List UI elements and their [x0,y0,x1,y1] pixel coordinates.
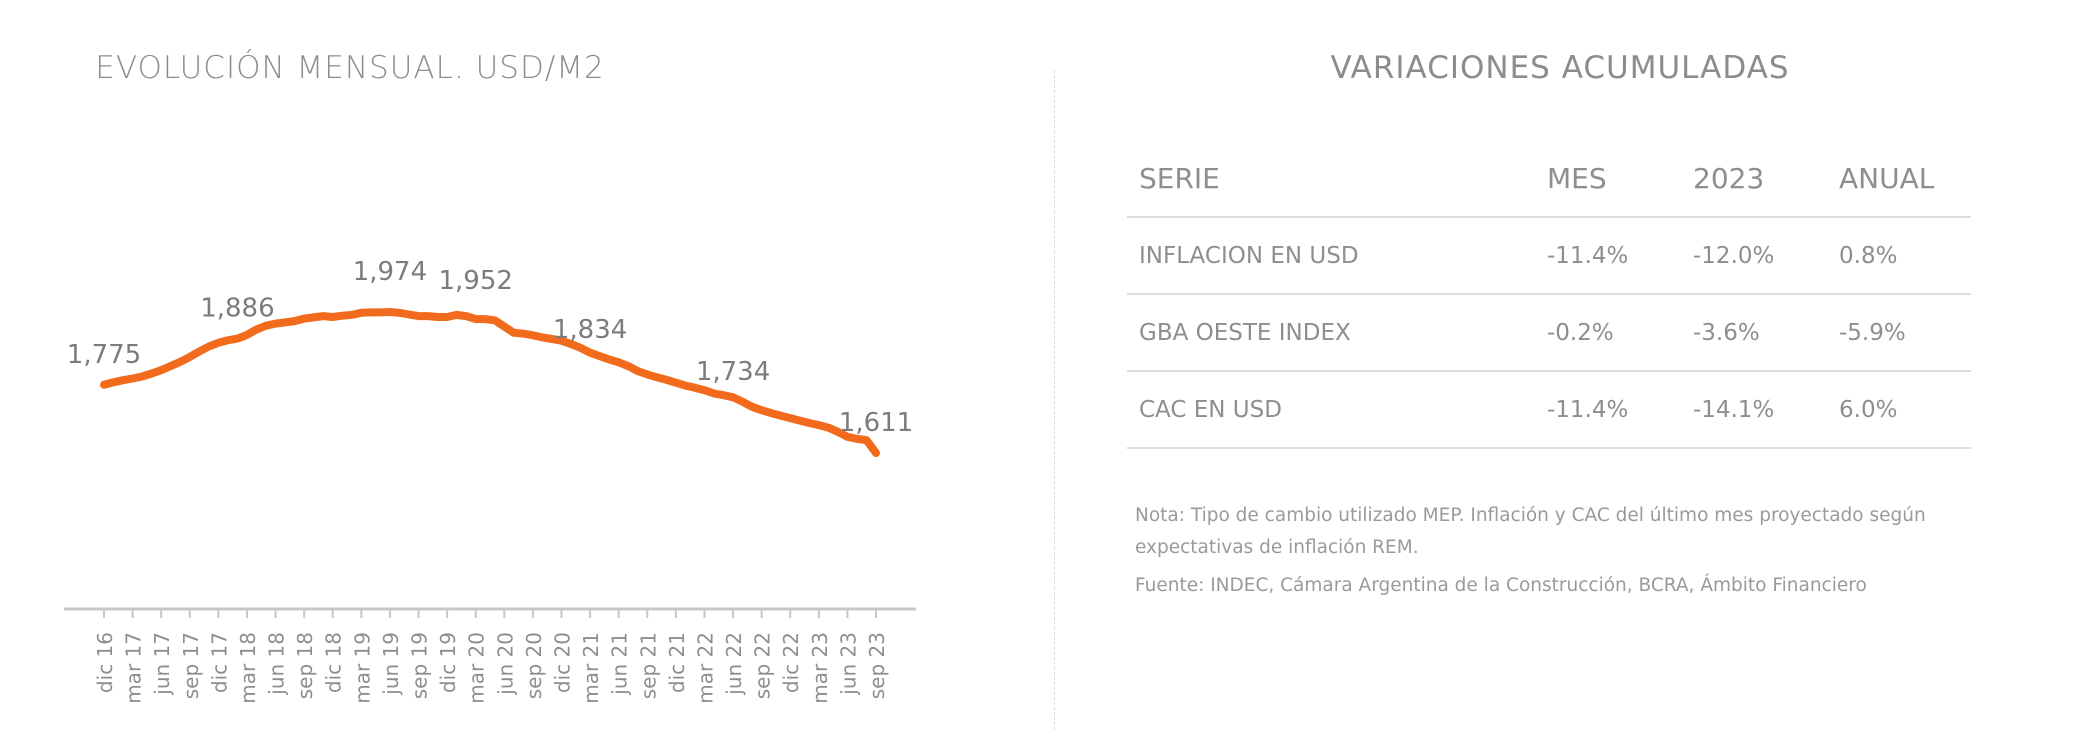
x-tick-label: dic 19 [436,632,460,693]
header-serie: SERIE [1127,140,1535,218]
x-tick-label: dic 20 [550,632,574,693]
x-tick-label: dic 16 [93,632,117,693]
row-mes: -11.4% [1535,217,1681,295]
x-tick-label: sep 23 [865,632,889,699]
chart-title: EVOLUCIÓN MENSUAL. USD/M2 [95,50,605,86]
header-mes: MES [1535,140,1681,218]
x-tick-label: jun 17 [150,632,174,696]
x-tick-label: mar 21 [579,632,603,704]
header-2023: 2023 [1681,140,1827,218]
panel-divider [1054,70,1055,730]
row-2023: -3.6% [1681,294,1827,372]
row-serie: CAC EN USD [1127,371,1535,449]
row-anual: 0.8% [1827,217,1971,295]
x-tick-label: sep 21 [636,632,660,699]
row-anual: 6.0% [1827,371,1971,449]
table-title: VARIACIONES ACUMULADAS [1330,50,1790,86]
header-anual: ANUAL [1827,140,1971,218]
series-line [100,308,880,457]
x-tick-label: sep 17 [179,632,203,699]
x-tick-label: jun 21 [608,632,632,696]
data-label: 1,611 [839,408,913,438]
x-tick-label: sep 20 [522,632,546,699]
table-row: INFLACION EN USD -11.4% -12.0% 0.8% [1127,217,1971,295]
x-tick-label: dic 21 [665,632,689,693]
x-tick-label: dic 18 [322,632,346,693]
variations-table: SERIE MES 2023 ANUAL INFLACION EN USD -1… [1127,140,1971,449]
x-tick-label: sep 22 [751,632,775,699]
x-tick-label: mar 18 [236,632,260,704]
row-mes: -0.2% [1535,294,1681,372]
line-chart: dic 16 mar 17 jun 17 sep 17 dic 17 mar 18 jun … [64,257,916,704]
data-label: 1,886 [200,294,274,324]
x-tick-label: jun 20 [493,632,517,696]
x-tick-label: mar 23 [808,632,832,704]
x-tick-label: mar 19 [350,632,374,704]
table-row: CAC EN USD -11.4% -14.1% 6.0% [1127,371,1971,449]
x-tick-label: sep 19 [408,632,432,699]
row-anual: -5.9% [1827,294,1971,372]
x-tick-label: sep 18 [293,632,317,699]
x-tick-label: mar 22 [693,632,717,704]
x-tick-label: jun 18 [265,632,289,696]
row-2023: -14.1% [1681,371,1827,449]
x-tick-label: dic 17 [207,632,231,693]
data-label: 1,775 [67,340,141,370]
x-tick-label: jun 22 [722,632,746,696]
table-row: GBA OESTE INDEX -0.2% -3.6% -5.9% [1127,294,1971,372]
x-tick-label: jun 19 [379,632,403,696]
row-mes: -11.4% [1535,371,1681,449]
row-serie: GBA OESTE INDEX [1127,294,1535,372]
x-tick-label: jun 23 [836,632,860,696]
note-text: Nota: Tipo de cambio utilizado MEP. Infl… [1135,505,1926,558]
source-text: Fuente: INDEC, Cámara Argentina de la Co… [1135,575,1867,596]
data-label: 1,834 [553,315,627,345]
notes: Nota: Tipo de cambio utilizado MEP. Infl… [1135,500,1995,602]
x-tick-label: dic 22 [779,632,803,693]
x-tick-label: mar 17 [122,632,146,704]
x-tick-label: mar 20 [465,632,489,704]
row-serie: INFLACION EN USD [1127,217,1535,295]
data-label: 1,952 [438,266,512,296]
data-label: 1,974 [353,257,427,287]
row-2023: -12.0% [1681,217,1827,295]
table-header-row: SERIE MES 2023 ANUAL [1127,140,1971,218]
data-label: 1,734 [696,357,770,387]
